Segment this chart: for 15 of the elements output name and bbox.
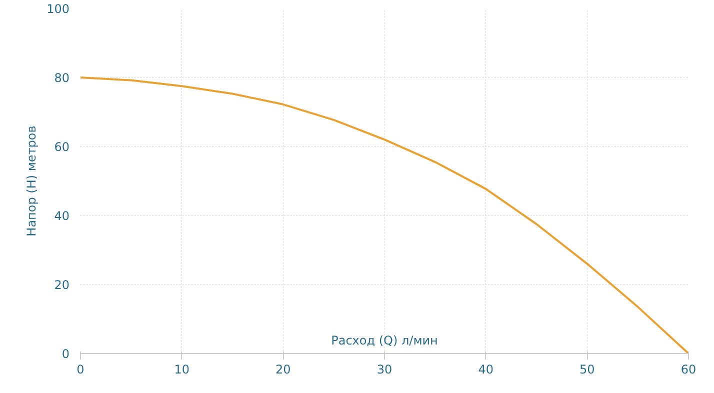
y-tick-label: 80 <box>54 71 70 85</box>
x-tick-label: 40 <box>478 362 494 376</box>
y-tick-label: 100 <box>46 2 70 16</box>
y-tick-label: 20 <box>54 278 70 292</box>
y-axis-title: Напор (H) метров <box>24 126 39 236</box>
x-tick-label: 0 <box>76 362 84 376</box>
y-tick-label: 0 <box>62 347 70 361</box>
x-axis-title: Расход (Q) л/мин <box>331 334 438 348</box>
x-tick-label: 20 <box>276 362 291 376</box>
y-tick-label: 60 <box>54 140 70 154</box>
x-tick-label: 30 <box>376 362 392 376</box>
y-tick-label: 40 <box>54 209 70 223</box>
x-tick-label: 10 <box>174 362 190 376</box>
x-tick-label: 50 <box>580 362 595 376</box>
x-tick-label: 60 <box>680 362 696 376</box>
